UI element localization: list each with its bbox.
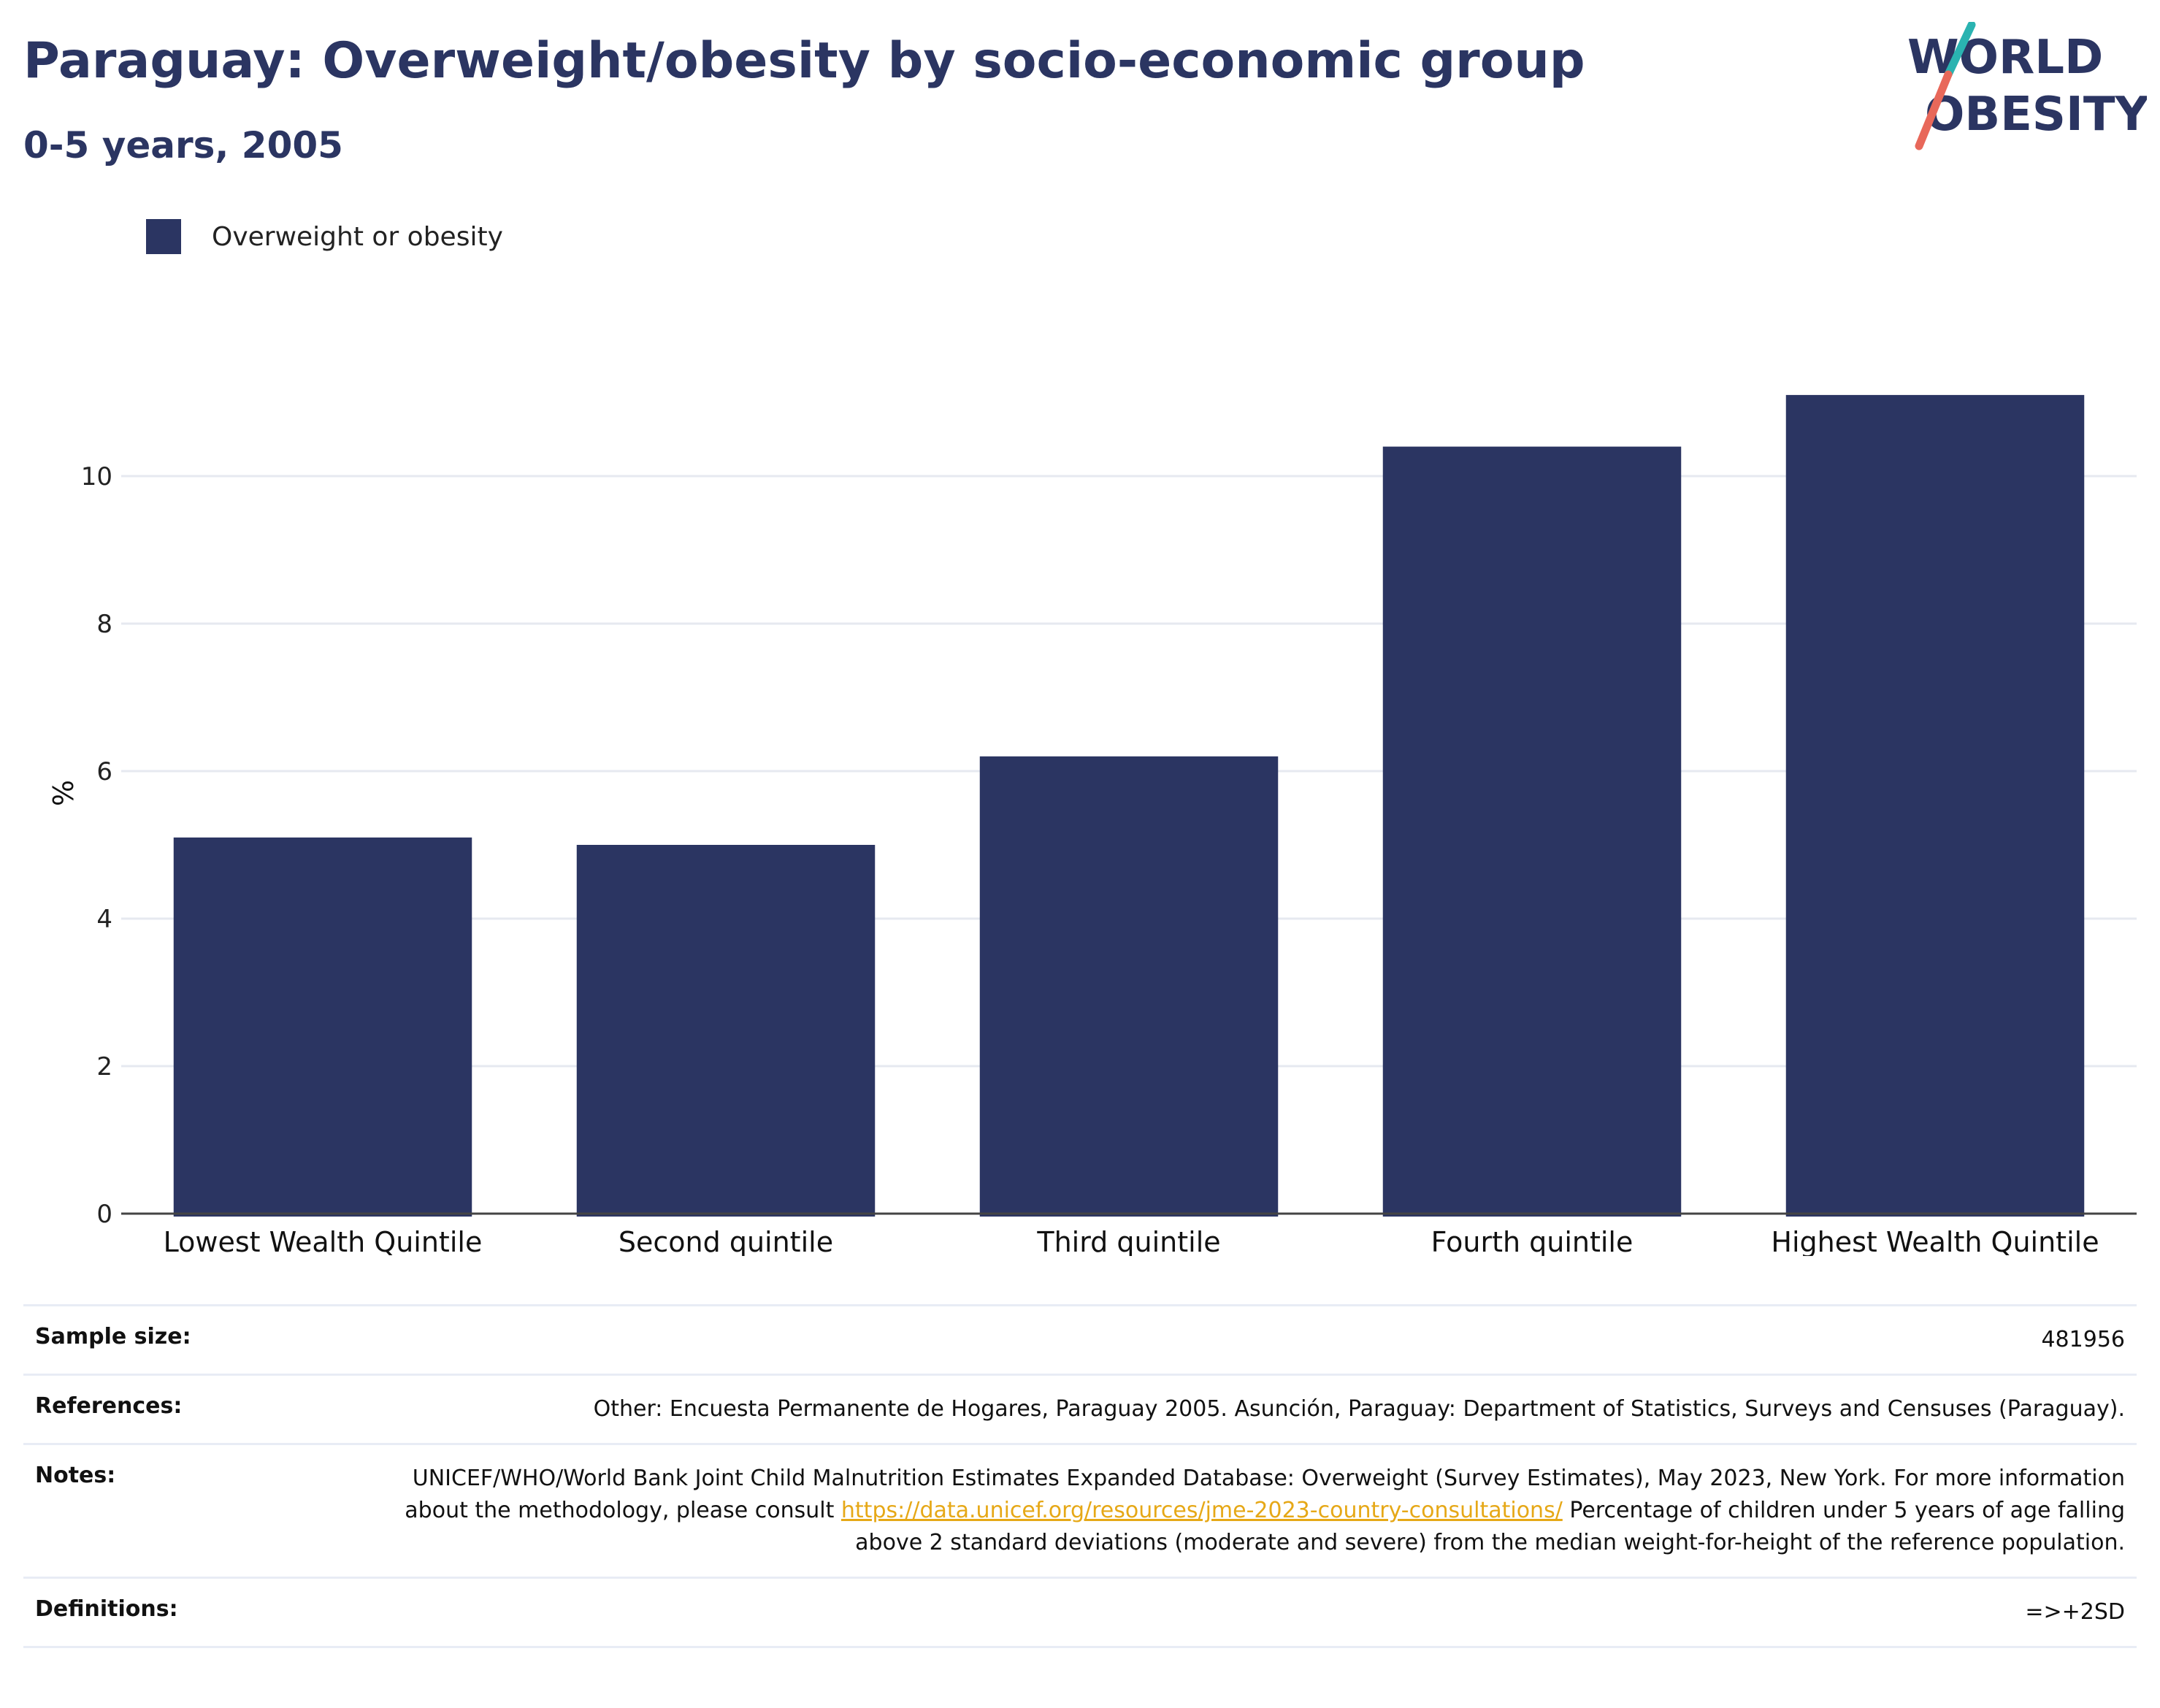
legend: Overweight or obesity <box>146 218 503 256</box>
logo-line-1: WORLD <box>1907 31 2103 85</box>
notes-link[interactable]: https://data.unicef.org/resources/jme-20… <box>840 1498 1563 1523</box>
bar-chart: 0 2 4 6 8 10 Lowest Wealth Quintile Second quin… <box>46 394 2137 1256</box>
references-label: References: <box>35 1393 183 1419</box>
notes-text-2: Percentage of children under 5 years of … <box>855 1498 2125 1555</box>
legend-swatch <box>146 219 181 254</box>
x-tick-label: Highest Wealth Quintile <box>1771 1226 2099 1256</box>
info-table: Sample size: 481956 References: Other: E… <box>23 1304 2137 1648</box>
references-value: Other: Encuesta Permanente de Hogares, P… <box>593 1396 2125 1422</box>
definitions-label: Definitions: <box>35 1596 178 1622</box>
y-tick-label: 2 <box>96 1052 112 1081</box>
bar <box>1382 446 1682 1217</box>
x-tick-label: Third quintile <box>1036 1226 1220 1256</box>
notes-text-1: UNICEF/WHO/World Bank Joint Child Malnut… <box>405 1466 2125 1523</box>
notes-label: Notes: <box>35 1463 116 1488</box>
definitions-row: Definitions: =>+2SD <box>23 1577 2137 1647</box>
y-tick-label: 10 <box>81 462 112 491</box>
x-tick-label: Fourth quintile <box>1431 1226 1634 1256</box>
logo-slash-coral <box>1915 70 1953 150</box>
bar <box>576 845 876 1217</box>
sample-size-label: Sample size: <box>35 1324 191 1349</box>
bar <box>173 837 472 1217</box>
x-tick-label: Lowest Wealth Quintile <box>164 1226 483 1256</box>
definitions-value: =>+2SD <box>2025 1599 2125 1625</box>
notes-row: Notes: UNICEF/WHO/World Bank Joint Child… <box>23 1444 2137 1578</box>
logo-line-2: OBESITY <box>1925 88 2147 142</box>
chart-subtitle: 0-5 years, 2005 <box>23 124 343 166</box>
legend-label: Overweight or obesity <box>212 221 503 252</box>
world-obesity-logo: WORLD OBESITY <box>1907 22 2147 150</box>
chart-title: Paraguay: Overweight/obesity by socio-ec… <box>23 32 1585 90</box>
y-tick-label: 4 <box>96 905 112 934</box>
y-tick-label: 8 <box>96 610 112 639</box>
references-row: References: Other: Encuesta Permanente d… <box>23 1374 2137 1444</box>
y-axis-title: % <box>46 780 78 806</box>
y-tick-label: 6 <box>96 757 112 786</box>
logo-slash-teal <box>1944 22 1976 79</box>
bar <box>979 756 1279 1217</box>
sample-size-row: Sample size: 481956 <box>23 1305 2137 1375</box>
x-tick-label: Second quintile <box>618 1226 833 1256</box>
bar <box>1785 394 2085 1217</box>
y-tick-label: 0 <box>96 1200 112 1229</box>
sample-size-value: 481956 <box>2041 1327 2125 1352</box>
notes-value: UNICEF/WHO/World Bank Joint Child Malnut… <box>339 1444 2137 1578</box>
